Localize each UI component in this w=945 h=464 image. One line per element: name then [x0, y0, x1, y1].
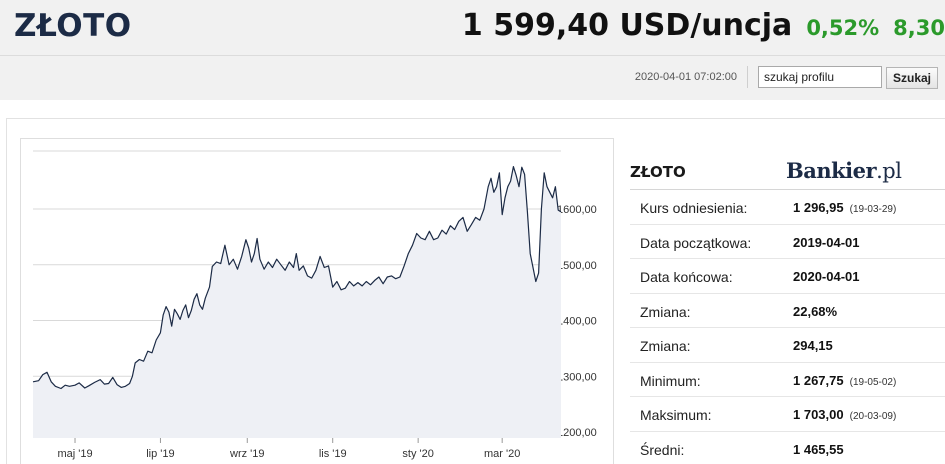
change-percent: 0,52% — [806, 16, 880, 40]
price-area — [33, 166, 561, 438]
change-absolute: 8,30 — [893, 16, 945, 40]
stat-label: Kurs odniesienia: — [640, 200, 748, 216]
stat-date: (20-03-09) — [849, 411, 897, 422]
profile-search-input[interactable] — [758, 66, 882, 88]
bankier-logo[interactable]: Bankier.pl — [786, 158, 902, 183]
stat-value-text: 1 296,95 — [793, 200, 844, 215]
x-tick-label: lip '19 — [146, 448, 174, 460]
logo-main: Bankier — [786, 158, 877, 183]
y-tick-label: 1200,00 — [557, 427, 597, 439]
quote-timestamp: 2020-04-01 07:02:00 — [634, 71, 737, 83]
stat-date: (19-05-02) — [849, 376, 897, 388]
stat-row: Średni: 1 465,55 — [630, 432, 945, 464]
stat-row: Kurs odniesienia: 1 296,95 (19-03-29) — [630, 190, 945, 225]
stat-value-text: 294,15 — [793, 338, 833, 353]
stat-value-text: 2019-04-01 — [793, 234, 860, 250]
stats-table: Kurs odniesienia: 1 296,95 (19-03-29) Data … — [630, 190, 945, 464]
stat-row: Zmiana: 22,68% — [630, 294, 945, 328]
logo-suffix: .pl — [876, 159, 902, 183]
header-divider — [0, 55, 945, 56]
stat-value-text: 2020-04-01 — [793, 269, 860, 284]
x-tick-label: maj '19 — [57, 448, 92, 460]
stat-value: 1 465,55 — [793, 442, 844, 457]
x-tick-label: lis '19 — [319, 448, 347, 460]
stat-value: 1 296,95 (19-03-29) — [793, 200, 896, 215]
x-tick-label: sty '20 — [402, 448, 433, 460]
stat-value-text: 1 267,75 — [793, 372, 844, 388]
stat-label: Data początkowa: — [640, 234, 752, 251]
stat-value-text: 22,68% — [793, 303, 838, 319]
stat-value-text: 1 465,55 — [793, 441, 844, 457]
stat-row: Data końcowa: 2020-04-01 — [630, 259, 945, 294]
stat-row: Maksimum: 1 703,00 (20-03-09) — [630, 397, 945, 432]
stat-date: (19-03-29) — [849, 204, 897, 215]
price-line — [32, 166, 562, 390]
stat-row: Zmiana: 294,15 — [630, 328, 945, 363]
stat-value: 1 703,00 (20-03-09) — [793, 407, 896, 422]
stat-value: 1 267,75 (19-05-02) — [793, 373, 896, 388]
stats-panel-title: ZŁOTO — [630, 163, 686, 181]
quote-header: ZŁOTO 1 599,40 USD/uncja 0,52% 8,30 2020… — [0, 0, 945, 100]
stat-label: Zmiana: — [640, 338, 691, 354]
stat-label: Minimum: — [640, 372, 701, 389]
stat-value: 22,68% — [793, 304, 837, 319]
stat-label: Średni: — [640, 441, 685, 458]
stat-value-text: 1 703,00 — [793, 407, 844, 422]
chart-canvas: 1200,00 1300,00 1400,00 1500,00 1600,00 maj '… — [32, 150, 597, 460]
instrument-title: ZŁOTO — [14, 8, 132, 44]
x-tick-label: mar '20 — [484, 448, 520, 460]
search-button[interactable]: Szukaj — [886, 67, 938, 89]
stat-value: 2020-04-01 — [793, 269, 860, 284]
stat-label: Maksimum: — [640, 407, 712, 423]
timestamp-separator — [747, 66, 748, 88]
stats-panel: ZŁOTO Bankier.pl Kurs odniesienia: 1 296,… — [630, 150, 945, 464]
price-chart[interactable]: 1200,00 1300,00 1400,00 1500,00 1600,00 maj '… — [20, 138, 614, 464]
stat-label: Zmiana: — [640, 303, 691, 320]
stat-row: Data początkowa: 2019-04-01 — [630, 225, 945, 259]
stats-panel-header: ZŁOTO Bankier.pl — [630, 150, 945, 190]
stat-value: 2019-04-01 — [793, 235, 860, 250]
x-tick-label: wrz '19 — [229, 448, 265, 460]
stat-value: 294,15 — [793, 338, 833, 353]
price-block: 1 599,40 USD/uncja 0,52% 8,30 — [462, 8, 945, 48]
y-tick-label: 1600,00 — [557, 204, 597, 216]
stat-label: Data końcowa: — [640, 269, 733, 285]
y-tick-label: 1500,00 — [557, 260, 597, 272]
y-tick-label: 1300,00 — [557, 371, 597, 383]
y-tick-label: 1400,00 — [557, 316, 597, 328]
current-price: 1 599,40 USD/uncja — [461, 8, 793, 43]
stat-row: Minimum: 1 267,75 (19-05-02) — [630, 363, 945, 397]
